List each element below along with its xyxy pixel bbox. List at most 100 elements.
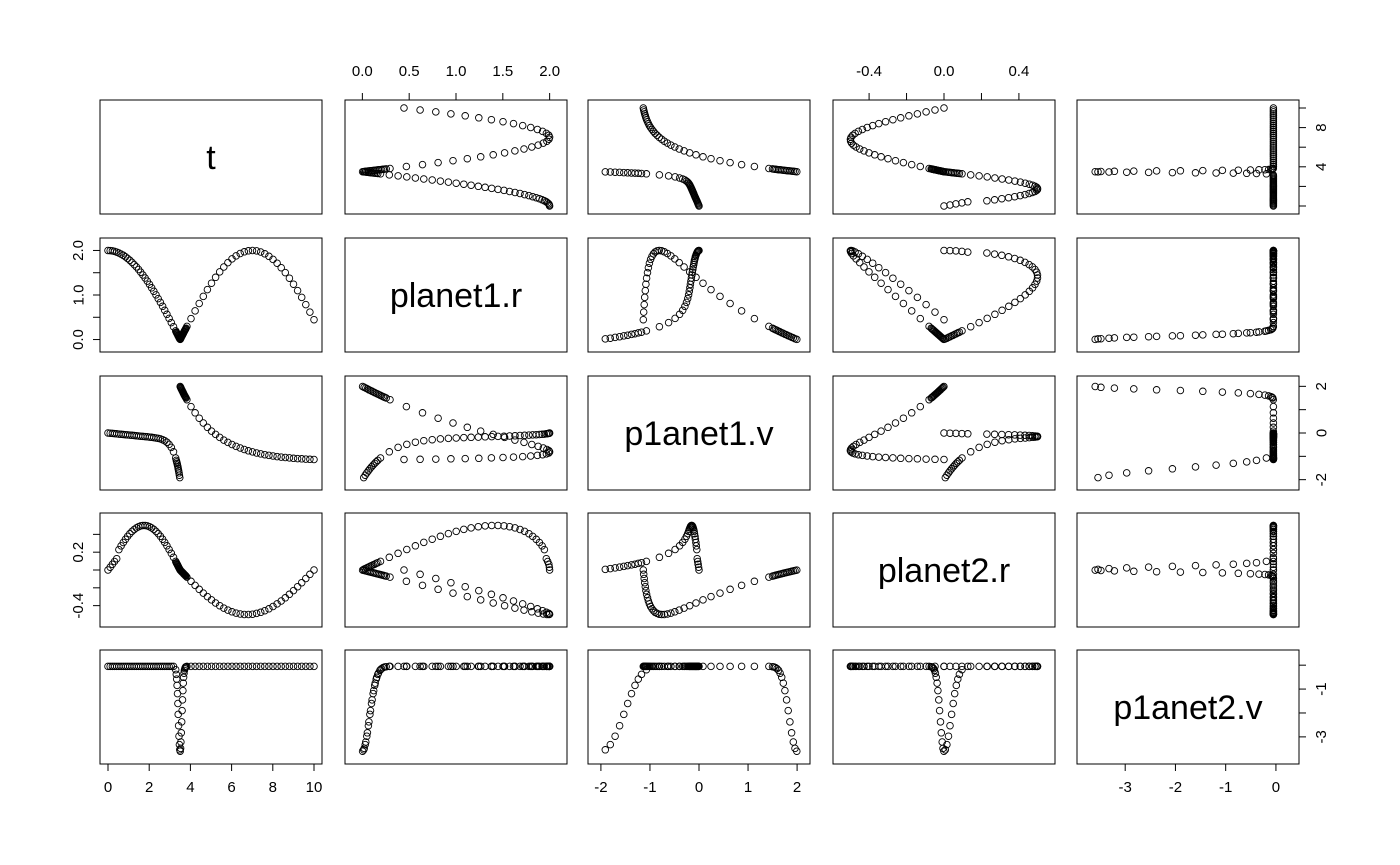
data-point	[1011, 298, 1019, 307]
data-point	[681, 302, 689, 311]
x-axis-bottom-p1anet1.v: -2 -1 0 1 2	[594, 764, 801, 796]
data-point	[1269, 119, 1278, 128]
data-point	[150, 287, 158, 296]
data-point	[293, 286, 302, 295]
data-point	[875, 119, 883, 128]
data-point	[623, 331, 632, 339]
data-point	[195, 414, 203, 422]
data-point	[631, 329, 639, 338]
data-point	[675, 174, 684, 182]
data-point	[1269, 542, 1278, 550]
data-point	[1212, 330, 1220, 339]
data-point	[877, 279, 885, 287]
data-point	[228, 662, 236, 671]
data-point	[154, 294, 162, 303]
data-point	[128, 258, 136, 267]
data-point	[434, 585, 442, 594]
data-point	[1269, 153, 1278, 161]
data-point	[750, 314, 759, 323]
data-point	[1191, 561, 1200, 570]
data-point	[639, 662, 648, 671]
data-point	[511, 188, 519, 197]
data-point	[964, 430, 972, 438]
data-point	[261, 606, 269, 615]
data-point	[1269, 284, 1278, 292]
data-point	[394, 549, 402, 558]
data-point	[615, 721, 624, 730]
data-point	[868, 662, 877, 671]
data-point	[1122, 333, 1131, 342]
data-point	[1091, 335, 1099, 344]
data-point	[623, 699, 632, 708]
data-point	[884, 285, 892, 294]
tick-label: 0.5	[399, 63, 420, 80]
data-point	[1016, 294, 1025, 303]
data-point	[500, 433, 509, 442]
data-point	[640, 293, 649, 302]
data-point	[1091, 382, 1099, 391]
data-point	[664, 318, 673, 327]
data-point	[627, 169, 636, 177]
data-point	[1234, 569, 1243, 578]
data-point	[403, 440, 411, 449]
data-point	[265, 605, 273, 613]
data-point	[678, 175, 687, 183]
tick-label: 8	[269, 779, 277, 796]
data-point	[461, 662, 469, 671]
data-point	[1176, 167, 1185, 175]
data-point	[543, 445, 551, 454]
data-point	[176, 473, 184, 482]
data-point	[693, 557, 702, 566]
data-point	[165, 314, 173, 323]
x-axis-top-planet1.r: 0.0 0.5 1.0 1.5 2.0	[352, 63, 560, 100]
data-point	[211, 662, 220, 671]
data-point	[1028, 263, 1037, 271]
data-point	[1028, 662, 1037, 671]
panel-frame	[587, 512, 811, 628]
data-point	[500, 522, 508, 530]
data-point	[476, 596, 485, 604]
data-point	[509, 119, 518, 128]
data-point	[366, 706, 375, 715]
data-point	[779, 679, 788, 687]
data-point	[875, 453, 883, 461]
data-point	[646, 123, 655, 132]
data-point	[946, 201, 954, 209]
tick-label: -2	[594, 779, 607, 796]
data-point	[436, 532, 445, 541]
data-point	[858, 451, 867, 460]
data-point	[675, 145, 683, 153]
data-point	[474, 522, 483, 531]
data-point	[644, 597, 653, 605]
data-point	[925, 662, 933, 671]
data-point	[1262, 454, 1271, 462]
data-point	[191, 581, 199, 590]
data-point	[494, 185, 502, 194]
data-point	[449, 589, 457, 597]
data-point	[693, 554, 701, 563]
data-point	[289, 586, 298, 595]
data-point	[1255, 166, 1263, 174]
data-point	[966, 662, 975, 671]
data-point	[707, 592, 715, 601]
data-point	[487, 590, 496, 599]
data-point	[611, 333, 619, 342]
data-point	[1130, 333, 1138, 341]
data-point	[925, 322, 933, 331]
data-point	[639, 570, 648, 579]
data-point	[699, 596, 707, 604]
data-point	[860, 263, 868, 271]
data-point	[737, 662, 746, 671]
data-point	[528, 532, 537, 541]
data-point	[518, 121, 527, 130]
data-point	[432, 574, 440, 583]
data-point	[966, 171, 975, 179]
tick-label: 6	[227, 779, 235, 796]
data-point	[765, 662, 773, 671]
panel-planet1.r-vs-p1anet1.v	[587, 237, 811, 353]
data-point	[907, 409, 916, 417]
data-point	[601, 168, 610, 176]
data-point	[195, 585, 203, 594]
data-point	[1269, 586, 1278, 595]
data-point	[248, 246, 257, 255]
